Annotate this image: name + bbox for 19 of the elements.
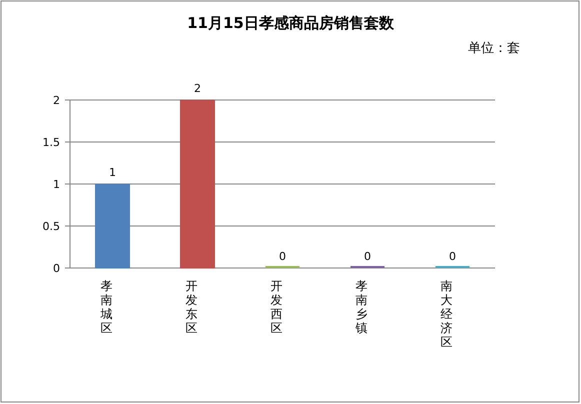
y-tick-label: 2 <box>53 94 60 107</box>
data-label: 1 <box>109 166 116 179</box>
bar <box>180 100 215 268</box>
x-tick-label: 孝南城区 <box>100 279 112 335</box>
x-tick-label: 开发西区 <box>270 279 282 335</box>
y-tick-label: 1 <box>53 178 60 191</box>
chart-title: 11月15日孝感商品房销售套数 <box>187 14 395 32</box>
data-label: 2 <box>194 82 201 95</box>
text: 单位：套 <box>468 41 520 56</box>
bar <box>95 184 130 268</box>
x-tick-label: 孝南乡镇 <box>354 279 368 335</box>
x-tick-label: 南大经济区 <box>440 279 452 349</box>
data-label: 0 <box>449 250 456 263</box>
y-tick-label: 0.5 <box>42 220 60 233</box>
y-tick-label: 1.5 <box>42 136 60 149</box>
y-tick-label: 0 <box>53 262 60 275</box>
data-label: 0 <box>279 250 286 263</box>
x-tick-label: 开发东区 <box>186 279 198 335</box>
data-label: 0 <box>364 250 371 263</box>
